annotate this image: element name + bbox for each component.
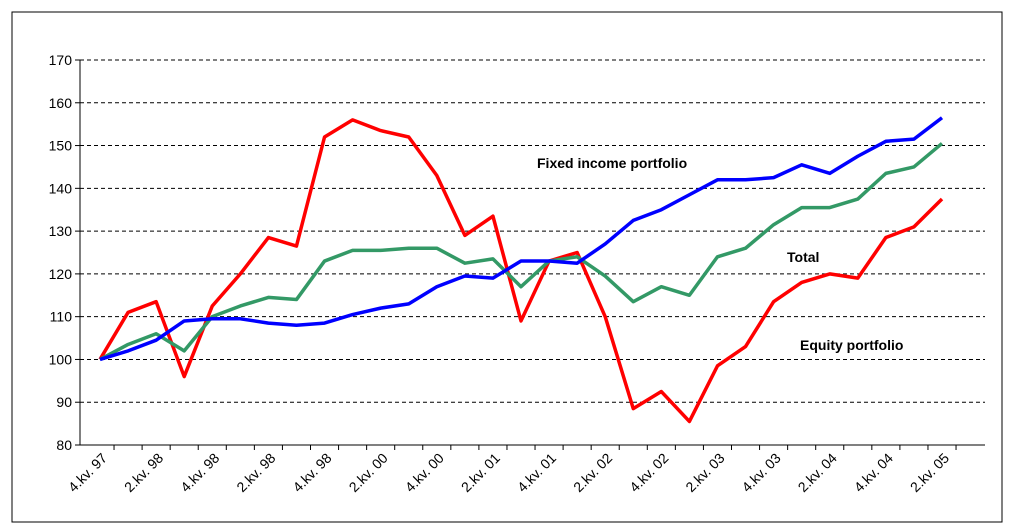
y-tick-label: 110 xyxy=(50,309,73,325)
line-series xyxy=(99,142,944,361)
line-series xyxy=(99,116,944,362)
y-tick-label: 160 xyxy=(49,95,73,111)
y-tick-label: 80 xyxy=(56,437,72,453)
y-tick-label: 170 xyxy=(49,52,73,68)
series-label: Equity portfolio xyxy=(800,337,903,353)
y-tick-label: 140 xyxy=(49,180,73,196)
series-label: Total xyxy=(787,249,819,265)
y-tick-label: 120 xyxy=(49,266,73,282)
y-tick-label: 130 xyxy=(49,223,73,239)
y-tick-label: 150 xyxy=(49,138,73,154)
line-series xyxy=(98,118,944,424)
series-label: Fixed income portfolio xyxy=(537,155,687,171)
y-tick-label: 100 xyxy=(49,351,73,367)
y-tick-label: 90 xyxy=(56,394,72,410)
